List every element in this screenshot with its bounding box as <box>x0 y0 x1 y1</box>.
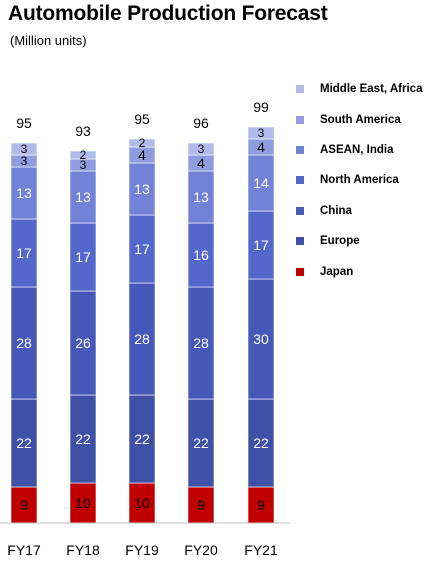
data-label: 13 <box>193 189 209 205</box>
bar-segment-fy19-0 <box>128 482 156 524</box>
data-label: 16 <box>193 247 209 263</box>
bar-segment-fy18-6 <box>69 150 97 160</box>
bar-segment-fy17-6 <box>10 142 38 156</box>
data-label: 2 <box>80 148 87 162</box>
legend-label: South America <box>320 113 401 126</box>
total-label: 95 <box>134 111 150 127</box>
data-label: 9 <box>197 497 205 513</box>
legend-label: North America <box>320 174 399 187</box>
legend-item: Middle East, Africa <box>296 74 431 104</box>
bar-segment-fy17-1 <box>10 398 38 488</box>
data-label: 22 <box>134 431 150 447</box>
legend-swatch <box>296 85 304 94</box>
data-label: 4 <box>257 139 265 155</box>
bar-segment-fy17-4 <box>10 166 38 220</box>
legend-label: ASEAN, India <box>320 143 394 156</box>
bar-segment-fy17-0 <box>10 486 38 524</box>
data-label: 17 <box>16 245 32 261</box>
data-label: 13 <box>75 189 91 205</box>
data-label: 28 <box>16 335 32 351</box>
bar-segment-fy20-6 <box>187 142 215 156</box>
legend: Middle East, Africa South America ASEAN, I… <box>296 74 431 287</box>
data-label: 30 <box>253 331 269 347</box>
data-label: 4 <box>197 155 205 171</box>
bar-segment-fy21-1 <box>247 398 275 488</box>
data-label: 2 <box>139 136 146 150</box>
bar-segment-fy19-1 <box>128 394 156 484</box>
data-label: 10 <box>134 495 150 511</box>
bar-segment-fy19-6 <box>128 138 156 148</box>
legend-swatch <box>296 145 304 154</box>
data-label: 28 <box>134 331 150 347</box>
legend-item: Japan <box>296 256 431 286</box>
legend-swatch <box>296 176 304 185</box>
chart-title: Automobile Production Forecast <box>8 2 328 25</box>
bar-segment-fy17-3 <box>10 218 38 288</box>
data-label: 22 <box>16 435 32 451</box>
data-label: 22 <box>193 435 209 451</box>
legend-swatch <box>296 206 304 215</box>
x-tick-label: FY20 <box>184 542 218 558</box>
data-label: 3 <box>21 154 28 168</box>
data-label: 14 <box>253 175 269 191</box>
bar-segment-fy20-1 <box>187 398 215 488</box>
legend-label: Middle East, Africa <box>320 83 423 96</box>
data-label: 26 <box>75 335 91 351</box>
bar-segment-fy21-2 <box>247 278 275 400</box>
bar-segment-fy18-2 <box>69 290 97 396</box>
bar-segment-fy20-4 <box>187 170 215 224</box>
bar-segment-fy21-6 <box>247 126 275 140</box>
legend-swatch <box>296 237 304 246</box>
data-label: 3 <box>258 126 265 140</box>
bar-segment-fy19-4 <box>128 162 156 216</box>
bar-segment-fy19-2 <box>128 282 156 396</box>
data-label: 22 <box>75 431 91 447</box>
data-label: 10 <box>75 495 91 511</box>
bar-segment-fy21-3 <box>247 210 275 280</box>
data-label: 9 <box>257 497 265 513</box>
legend-swatch <box>296 267 304 276</box>
x-tick-label: FY19 <box>125 542 159 558</box>
data-label: 13 <box>134 181 150 197</box>
bar-segment-fy21-4 <box>247 154 275 212</box>
x-tick-label: FY21 <box>244 542 278 558</box>
x-tick-label: FY18 <box>66 542 100 558</box>
bar-segment-fy18-3 <box>69 222 97 292</box>
legend-label: China <box>320 204 352 217</box>
bar-segment-fy17-2 <box>10 286 38 400</box>
data-label: 22 <box>253 435 269 451</box>
bar-segment-fy20-3 <box>187 222 215 288</box>
bar-segment-fy21-0 <box>247 486 275 524</box>
data-label: 3 <box>198 142 205 156</box>
bar-segment-fy18-4 <box>69 170 97 224</box>
total-label: 96 <box>193 115 209 131</box>
total-label: 95 <box>16 115 32 131</box>
data-label: 17 <box>75 249 91 265</box>
bar-segment-fy18-1 <box>69 394 97 484</box>
legend-item: North America <box>296 165 431 195</box>
legend-item: South America <box>296 104 431 134</box>
total-label: 99 <box>253 99 269 115</box>
data-label: 4 <box>138 147 146 163</box>
data-label: 28 <box>193 335 209 351</box>
data-label: 3 <box>80 158 87 172</box>
data-label: 13 <box>16 185 32 201</box>
data-label: 9 <box>20 497 28 513</box>
data-label: 17 <box>253 237 269 253</box>
data-label: 17 <box>134 241 150 257</box>
data-label: 3 <box>21 142 28 156</box>
legend-item: Europe <box>296 226 431 256</box>
legend-item: China <box>296 196 431 226</box>
total-label: 93 <box>75 123 91 139</box>
legend-item: ASEAN, India <box>296 135 431 165</box>
bar-segment-fy19-3 <box>128 214 156 284</box>
legend-label: Europe <box>320 235 360 248</box>
legend-swatch <box>296 115 304 124</box>
x-tick-label: FY17 <box>7 542 41 558</box>
legend-label: Japan <box>320 265 354 278</box>
chart-subtitle: (Million units) <box>10 33 87 48</box>
